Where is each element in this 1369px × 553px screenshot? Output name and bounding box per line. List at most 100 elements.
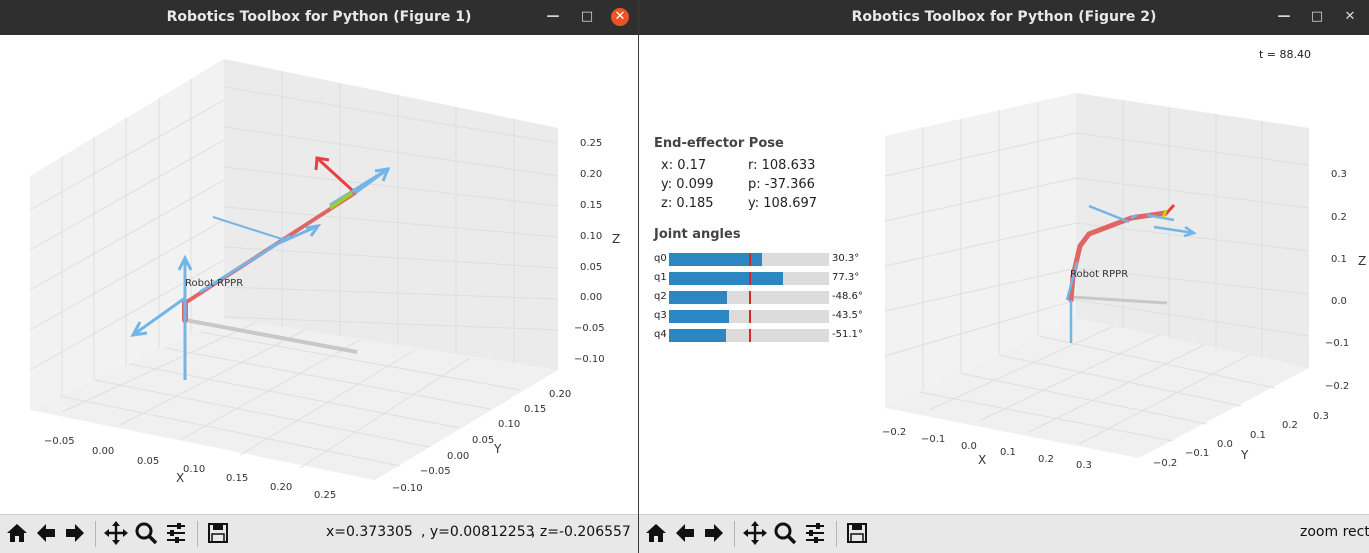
x-tick: 0.3 (1076, 460, 1092, 471)
time-readout: t = 88.40 (1259, 48, 1312, 61)
z-tick: 0.2 (1331, 212, 1347, 223)
z-tick: 0.05 (580, 262, 602, 273)
y-tick: 0.0 (1217, 439, 1233, 450)
joint-name: q0 (654, 253, 667, 264)
joint-slider[interactable] (669, 272, 829, 285)
forward-icon[interactable] (700, 519, 728, 547)
subplots-icon[interactable] (162, 519, 190, 547)
ee-x-axis-head (314, 156, 330, 171)
joint-zero-marker (749, 272, 751, 285)
toolbar-separator (197, 521, 198, 547)
pan-icon[interactable] (102, 519, 130, 547)
y-tick: −0.05 (420, 466, 451, 477)
z-tick: 0.20 (580, 169, 602, 180)
pose-yaw: y: 108.697 (748, 196, 818, 211)
save-icon[interactable] (204, 519, 232, 547)
zoom-icon[interactable] (771, 519, 799, 547)
z-tick: 0.3 (1331, 169, 1347, 180)
back-icon[interactable] (671, 519, 699, 547)
title-bar: Robotics Toolbox for Python (Figure 2) —… (639, 0, 1369, 35)
pose-y: y: 0.099 (661, 177, 714, 192)
left-pane (885, 93, 1076, 408)
joint-value: -48.6° (832, 291, 863, 302)
x-tick: 0.00 (92, 446, 114, 457)
x-tick: 0.05 (137, 456, 159, 467)
y-tick: 0.1 (1250, 430, 1266, 441)
plot-3d-area[interactable]: 0.25 0.20 0.15 0.10 0.05 0.00 −0.05 −0.1… (0, 35, 638, 515)
y-tick: −0.10 (392, 483, 423, 494)
joint-slider[interactable] (669, 310, 829, 323)
y-axis-ticks: −0.2 −0.1 0.0 0.1 0.2 0.3 (1153, 411, 1329, 469)
x-axis-ticks: −0.2 −0.1 0.0 0.1 0.2 0.3 (882, 427, 1092, 471)
minimize-icon[interactable]: — (546, 9, 560, 24)
home-icon[interactable] (642, 519, 670, 547)
maximize-icon[interactable]: □ (580, 9, 594, 24)
joint-value: 30.3° (832, 253, 860, 264)
x-tick: 0.0 (961, 441, 977, 452)
robot-shadow (1070, 295, 1168, 305)
joint-fill (669, 272, 783, 285)
zoom-icon[interactable] (132, 519, 160, 547)
nav-toolbar: x=0.373305 , y=0.00812253 , z=-0.206557 (0, 514, 638, 553)
y-tick: 0.10 (498, 419, 520, 430)
y-axis-ticks: −0.10 −0.05 0.00 0.05 0.10 0.15 0.20 (392, 389, 571, 494)
back-icon[interactable] (32, 519, 60, 547)
robot-label: Robot RPPR (1070, 269, 1128, 280)
right-pane (224, 59, 558, 370)
minimize-icon[interactable]: — (1277, 9, 1291, 24)
x-tick: −0.1 (921, 434, 945, 445)
ee-y-axis (1161, 209, 1168, 219)
y-tick: 0.15 (524, 404, 546, 415)
x-tick: 0.1 (1000, 447, 1016, 458)
z-tick: 0.15 (580, 200, 602, 211)
x-axis-ticks: −0.05 0.00 0.05 0.10 0.15 0.20 0.25 (44, 436, 336, 501)
joint-slider[interactable] (669, 329, 829, 342)
cursor-x-readout: x=0.373305 (326, 524, 413, 540)
joint-panel: Joint angles q0 30.3° q1 77.3° q2 -48.6° q3 -43… (654, 227, 874, 352)
ee-y-axis (328, 191, 354, 210)
robot-frames (130, 167, 391, 380)
x-axis-label: X (978, 453, 986, 467)
window-title: Robotics Toolbox for Python (Figure 2) (851, 9, 1157, 25)
close-icon[interactable]: ✕ (1344, 9, 1356, 24)
x-tick: 0.25 (314, 490, 336, 501)
y-axis-label: Y (493, 442, 502, 456)
pose-roll: r: 108.633 (748, 158, 816, 173)
x-tick: 0.15 (226, 473, 248, 484)
home-icon[interactable] (3, 519, 31, 547)
toolbar-separator (95, 521, 96, 547)
maximize-icon[interactable]: □ (1310, 9, 1324, 24)
x-tick: −0.2 (882, 427, 906, 438)
z-tick: 0.25 (580, 138, 602, 149)
joint-name: q2 (654, 291, 667, 302)
joint-zero-marker (749, 253, 751, 266)
robot-label: Robot RPPR (185, 278, 243, 289)
z-tick: −0.1 (1325, 338, 1349, 349)
figure-1-window: Robotics Toolbox for Python (Figure 1) —… (0, 0, 638, 553)
figure-2-window: Robotics Toolbox for Python (Figure 2) —… (639, 0, 1369, 553)
toolbar-separator (734, 521, 735, 547)
z-axis-ticks: 0.25 0.20 0.15 0.10 0.05 0.00 −0.05 −0.1… (574, 138, 605, 365)
plot-3d-area[interactable]: 0.3 0.2 0.1 0.0 −0.1 −0.2 Z −0.2 −0.1 0.… (639, 35, 1369, 515)
z-tick: −0.05 (574, 323, 605, 334)
floor-pane (30, 318, 558, 480)
x-axis-label: X (176, 471, 184, 485)
joint-value: -43.5° (832, 310, 863, 321)
close-icon[interactable]: ✕ (611, 8, 629, 26)
joint-fill (669, 291, 727, 304)
joint-slider[interactable] (669, 253, 829, 266)
ee-x-axis (1163, 203, 1176, 217)
joint-slider[interactable] (669, 291, 829, 304)
pan-icon[interactable] (741, 519, 769, 547)
z-tick: 0.1 (1331, 254, 1347, 265)
joint-name: q3 (654, 310, 667, 321)
joint-fill (669, 310, 729, 323)
subplots-icon[interactable] (801, 519, 829, 547)
save-icon[interactable] (843, 519, 871, 547)
z-tick: −0.2 (1325, 381, 1349, 392)
joint-fill (669, 253, 762, 266)
forward-icon[interactable] (61, 519, 89, 547)
pose-x: x: 0.17 (661, 158, 707, 173)
pose-panel: End-effector Pose x: 0.17 y: 0.099 z: 0.… (654, 136, 864, 216)
ee-x-axis (315, 156, 354, 192)
